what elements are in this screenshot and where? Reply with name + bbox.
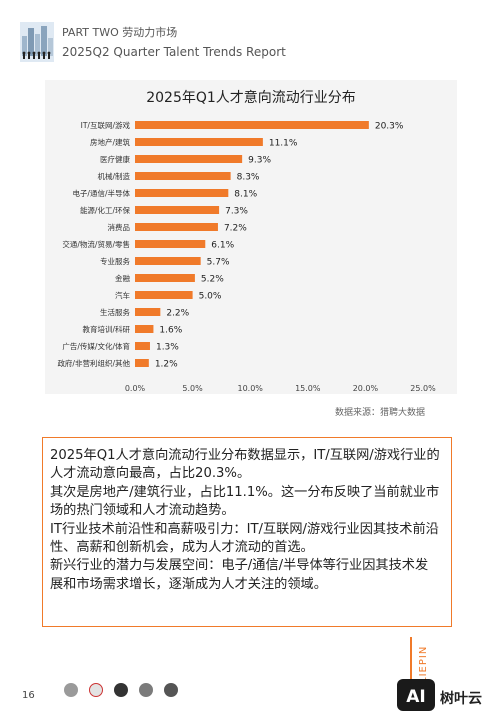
bar	[135, 189, 229, 197]
category-label: IT/互联网/游戏	[81, 120, 131, 130]
bar	[135, 206, 220, 214]
category-label: 电子/通信/半导体	[72, 188, 130, 198]
category-label: 消费品	[108, 222, 131, 232]
x-tick-label: 5.0%	[182, 384, 203, 393]
category-label: 生活服务	[100, 307, 130, 317]
summary-paragraph-2: 其次是房地产/建筑行业，占比11.1%。这一分布反映了当前就业市场的热门领域和人…	[50, 484, 440, 519]
bar	[135, 325, 154, 333]
source-note: 数据来源：猎聘大数据	[335, 408, 426, 418]
data-label: 5.7%	[207, 258, 230, 268]
bar	[135, 359, 149, 367]
avatar	[164, 683, 178, 697]
category-label: 广告/传媒/文化/体育	[62, 341, 130, 351]
data-label: 1.6%	[159, 326, 182, 336]
summary-paragraph-4: 新兴行业的潜力与发展空间：电子/通信/半导体等行业因其技术发展和市场需求增长，逐…	[50, 558, 429, 592]
brand-badge-text: AI	[406, 687, 425, 707]
bar	[135, 274, 195, 282]
side-brand-text: LIEPIN	[418, 646, 429, 683]
x-tick-label: 10.0%	[237, 384, 263, 393]
category-label: 交通/物流/贸易/零售	[62, 239, 130, 249]
data-label: 6.1%	[211, 241, 234, 251]
brand-watermark: AI 树叶云	[397, 679, 482, 711]
bar	[135, 308, 161, 316]
avatar	[89, 683, 103, 697]
summary-paragraph-1: 2025年Q1人才意向流动行业分布数据显示，IT/互联网/游戏行业的人才流动意向…	[50, 448, 440, 482]
side-brand-mark: LIEPIN	[410, 637, 429, 685]
data-label: 7.2%	[224, 224, 247, 234]
avatar	[64, 683, 78, 697]
chart-panel: 2025年Q1人才意向流动行业分布 IT/互联网/游戏 20.3% 房地产/建筑 11…	[45, 80, 457, 394]
data-label: 5.0%	[199, 292, 222, 302]
x-tick-label: 20.0%	[353, 384, 379, 393]
bar	[135, 240, 206, 248]
city-skyline-logo-image	[20, 22, 54, 62]
page-number: 16	[22, 690, 35, 701]
bar	[135, 121, 369, 129]
data-label: 5.2%	[201, 275, 224, 285]
category-label: 机械/制造	[97, 171, 130, 181]
data-label: 7.3%	[225, 207, 248, 217]
bar	[135, 257, 201, 265]
industry-bar-chart: 2025年Q1人才意向流动行业分布 IT/互联网/游戏 20.3% 房地产/建筑 11…	[57, 89, 436, 393]
x-tick-label: 15.0%	[295, 384, 321, 393]
chart-title: 2025年Q1人才意向流动行业分布	[146, 89, 356, 106]
data-label: 8.3%	[237, 173, 260, 183]
report-title: 2025Q2 Quarter Talent Trends Report	[62, 45, 286, 59]
summary-paragraph-3: IT行业技术前沿性和高薪吸引力：IT/互联网/游戏行业因其技术前沿性、高薪和创新…	[50, 521, 439, 556]
category-label: 医疗健康	[100, 154, 130, 164]
data-label: 20.3%	[375, 122, 404, 132]
category-label: 专业服务	[100, 256, 130, 266]
category-label: 汽车	[115, 290, 130, 300]
bar	[135, 342, 150, 350]
data-label: 11.1%	[269, 139, 298, 149]
bar	[135, 291, 193, 299]
summary-box: 2025年Q1人才意向流动行业分布数据显示，IT/互联网/游戏行业的人才流动意向…	[42, 437, 452, 627]
x-tick-label: 25.0%	[410, 384, 436, 393]
category-label: 能源/化工/环保	[80, 205, 131, 215]
bar	[135, 155, 243, 163]
data-label: 1.2%	[155, 360, 178, 370]
avatar	[114, 683, 128, 697]
bar	[135, 223, 218, 231]
category-label: 政府/非营利组织/其他	[57, 358, 130, 368]
brand-name-text: 树叶云	[440, 690, 482, 707]
data-label: 2.2%	[166, 309, 189, 319]
section-title: PART TWO 劳动力市场	[62, 26, 178, 39]
category-label: 房地产/建筑	[90, 137, 131, 147]
category-label: 金融	[115, 273, 130, 283]
category-label: 教育培训/科研	[82, 324, 130, 334]
x-tick-label: 0.0%	[125, 384, 146, 393]
avatar	[139, 683, 153, 697]
data-label: 1.3%	[156, 343, 179, 353]
bar	[135, 172, 231, 180]
data-label: 8.1%	[234, 190, 257, 200]
bar	[135, 138, 263, 146]
data-label: 9.3%	[248, 156, 271, 166]
